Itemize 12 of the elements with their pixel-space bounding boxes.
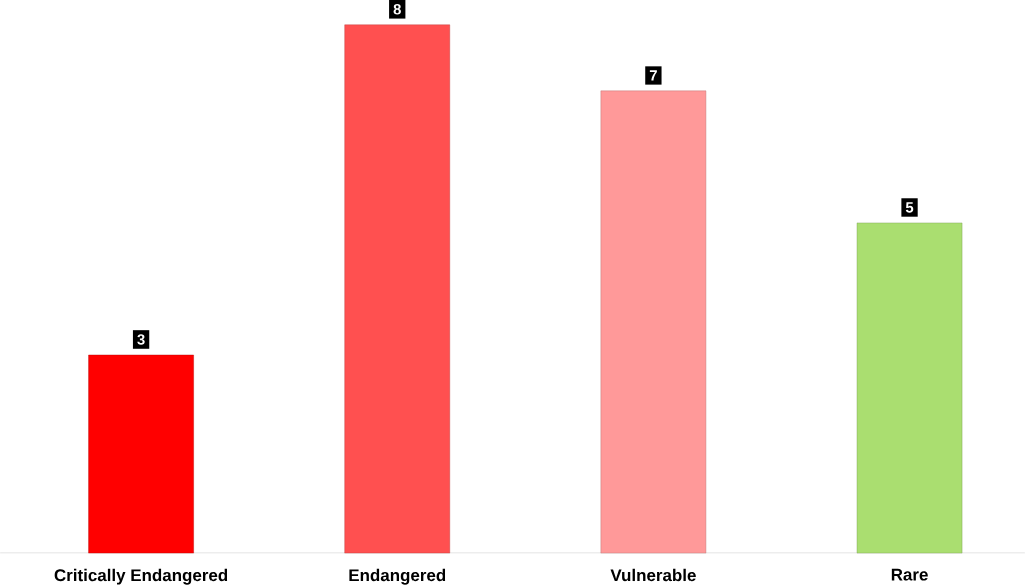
data-label: 7 — [649, 70, 657, 81]
data-label: 8 — [393, 4, 401, 15]
bar — [856, 222, 963, 554]
x-tick-label: Vulnerable — [610, 568, 696, 582]
bar — [344, 24, 450, 554]
data-label: 5 — [905, 202, 914, 213]
bar — [600, 90, 707, 554]
bar — [88, 354, 194, 554]
x-tick-label: Endangered — [349, 568, 446, 585]
x-tick-label: Critically Endangered — [54, 568, 228, 585]
x-tick-label: Rare — [891, 568, 928, 581]
data-label: 3 — [137, 334, 145, 345]
